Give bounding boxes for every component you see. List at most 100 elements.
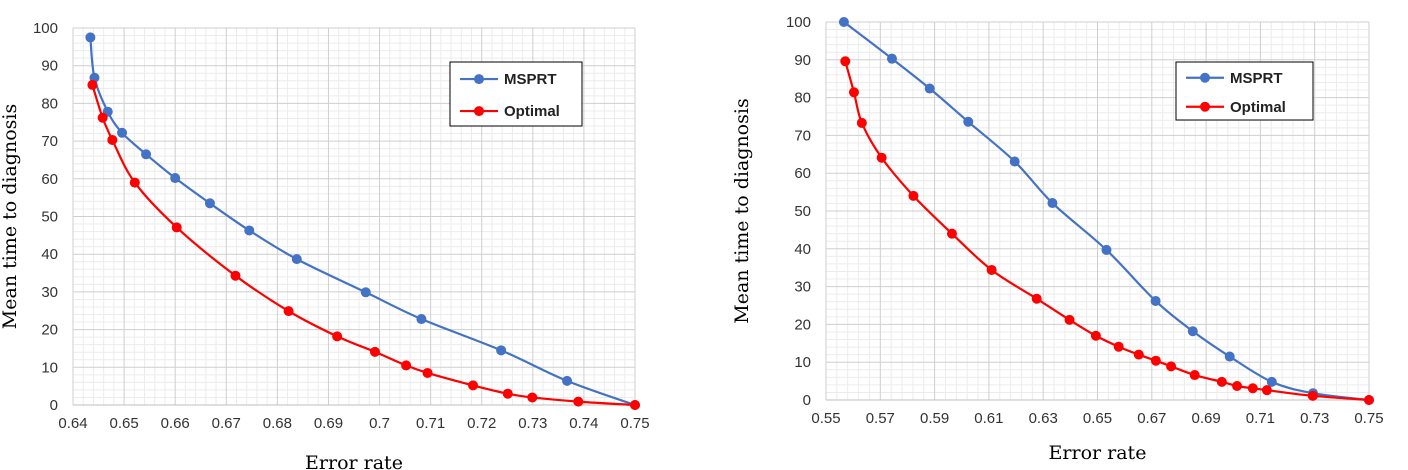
optimal-series-line xyxy=(91,84,636,407)
y-tick-label: 80 xyxy=(794,90,811,107)
x-tick-label: 0.72 xyxy=(467,415,496,432)
legend-optimal-label: Optimal xyxy=(504,103,560,120)
msprt-data-point xyxy=(360,287,371,298)
y-tick-label: 0 xyxy=(803,392,811,409)
optimal-data-point xyxy=(1150,355,1161,366)
optimal-data-point xyxy=(97,112,108,123)
y-tick-label: 20 xyxy=(41,322,58,339)
y-tick-label: 30 xyxy=(794,279,811,296)
y-tick-label: 70 xyxy=(794,127,811,144)
optimal-data-point xyxy=(369,346,380,357)
optimal-data-point xyxy=(527,392,538,403)
y-tick-label: 10 xyxy=(41,359,58,376)
optimal-data-point xyxy=(332,331,343,342)
optimal-data-point xyxy=(856,117,867,128)
optimal-data-point xyxy=(1133,349,1144,360)
x-tick-label: 0.61 xyxy=(974,410,1003,427)
msprt-data-point xyxy=(85,32,96,43)
legend-optimal-marker xyxy=(1200,101,1210,112)
x-tick-label: 0.69 xyxy=(314,415,343,432)
optimal-data-point xyxy=(1031,293,1042,304)
x-tick-label: 0.65 xyxy=(109,415,138,432)
legend-box xyxy=(449,61,583,127)
optimal-data-point xyxy=(630,400,640,410)
optimal-data-point xyxy=(1189,370,1200,381)
y-tick-label: 30 xyxy=(41,284,58,301)
msprt-data-point xyxy=(291,254,302,265)
x-tick-label: 0.73 xyxy=(518,415,547,432)
y-axis-title: Mean time to diagnosis xyxy=(0,104,21,329)
x-axis-title: Error rate xyxy=(1049,442,1147,464)
optimal-data-point xyxy=(908,190,919,201)
optimal-data-point xyxy=(129,177,140,188)
y-tick-label: 100 xyxy=(33,20,58,37)
optimal-data-point xyxy=(840,56,851,67)
chart-1: 0.64 0.65 0.66 0.67 0.68 0.69 0.7 0.71 0.72 0.73 0… xyxy=(0,20,650,470)
y-tick-label: 100 xyxy=(786,14,811,31)
y-tick-label: 80 xyxy=(41,95,58,112)
y-tick-label: 50 xyxy=(41,209,58,226)
optimal-data-point xyxy=(107,134,118,145)
x-tick-label: 0.63 xyxy=(1029,410,1058,427)
legend-msprt-label: MSPRT xyxy=(1230,70,1283,87)
x-tick-label: 0.67 xyxy=(212,415,241,432)
x-tick-label: 0.55 xyxy=(811,410,840,427)
msprt-data-point xyxy=(886,53,897,64)
legend-optimal-label: Optimal xyxy=(1230,99,1286,116)
msprt-data-point xyxy=(117,127,128,138)
msprt-data-point xyxy=(141,149,152,160)
msprt-data-point xyxy=(1150,295,1161,306)
optimal-data-point xyxy=(1064,314,1075,325)
optimal-data-point xyxy=(876,152,887,163)
msprt-data-point xyxy=(1224,351,1235,362)
msprt-data-point xyxy=(1187,326,1198,337)
x-tick-label: 0.59 xyxy=(920,410,949,427)
optimal-data-point xyxy=(1232,381,1243,392)
legend-msprt-marker xyxy=(474,74,484,85)
y-tick-label: 90 xyxy=(41,58,58,75)
y-tick-label: 0 xyxy=(50,397,58,414)
optimal-data-point xyxy=(1166,361,1177,372)
x-tick-label: 0.68 xyxy=(263,415,292,432)
x-axis-title: Error rate xyxy=(305,452,403,470)
optimal-data-point xyxy=(986,264,997,275)
legend-msprt-label: MSPRT xyxy=(504,71,557,88)
optimal-data-point xyxy=(1364,395,1374,405)
legend-msprt-marker xyxy=(1200,72,1210,83)
optimal-data-point xyxy=(87,79,98,90)
x-tick-label: 0.71 xyxy=(1246,410,1275,427)
msprt-data-point xyxy=(1009,156,1020,167)
msprt-data-point xyxy=(1047,198,1058,209)
optimal-data-point xyxy=(502,388,513,399)
y-tick-label: 10 xyxy=(794,354,811,371)
y-tick-label: 40 xyxy=(794,241,811,258)
optimal-data-point xyxy=(1247,383,1258,394)
msprt-data-point xyxy=(496,345,507,356)
optimal-data-point xyxy=(468,380,479,391)
optimal-data-point xyxy=(401,360,412,371)
y-tick-label: 60 xyxy=(41,171,58,188)
x-tick-label: 0.67 xyxy=(1137,410,1166,427)
x-tick-label: 0.74 xyxy=(569,415,598,432)
msprt-data-point xyxy=(963,116,974,127)
x-tick-label: 0.75 xyxy=(620,415,649,432)
y-tick-label: 60 xyxy=(794,165,811,182)
x-tick-label: 0.57 xyxy=(866,410,895,427)
x-tick-label: 0.65 xyxy=(1083,410,1112,427)
x-tick-label: 0.75 xyxy=(1354,410,1383,427)
chart-2: 0.55 0.57 0.59 0.61 0.63 0.65 0.67 0.69 0.71 0.73… xyxy=(731,14,1384,464)
optimal-data-point xyxy=(283,306,294,317)
msprt-data-point xyxy=(1266,376,1277,387)
x-tick-label: 0.66 xyxy=(161,415,190,432)
y-tick-label: 40 xyxy=(41,246,58,263)
msprt-data-point xyxy=(562,375,573,386)
msprt-data-point xyxy=(838,17,849,27)
y-tick-label: 90 xyxy=(794,52,811,69)
optimal-data-point xyxy=(1090,330,1101,341)
optimal-data-point xyxy=(171,222,182,233)
y-tick-label: 50 xyxy=(794,203,811,220)
optimal-data-point xyxy=(1113,341,1124,352)
optimal-data-point xyxy=(1261,385,1272,396)
legend-optimal-marker xyxy=(474,106,484,117)
x-tick-label: 0.71 xyxy=(416,415,445,432)
